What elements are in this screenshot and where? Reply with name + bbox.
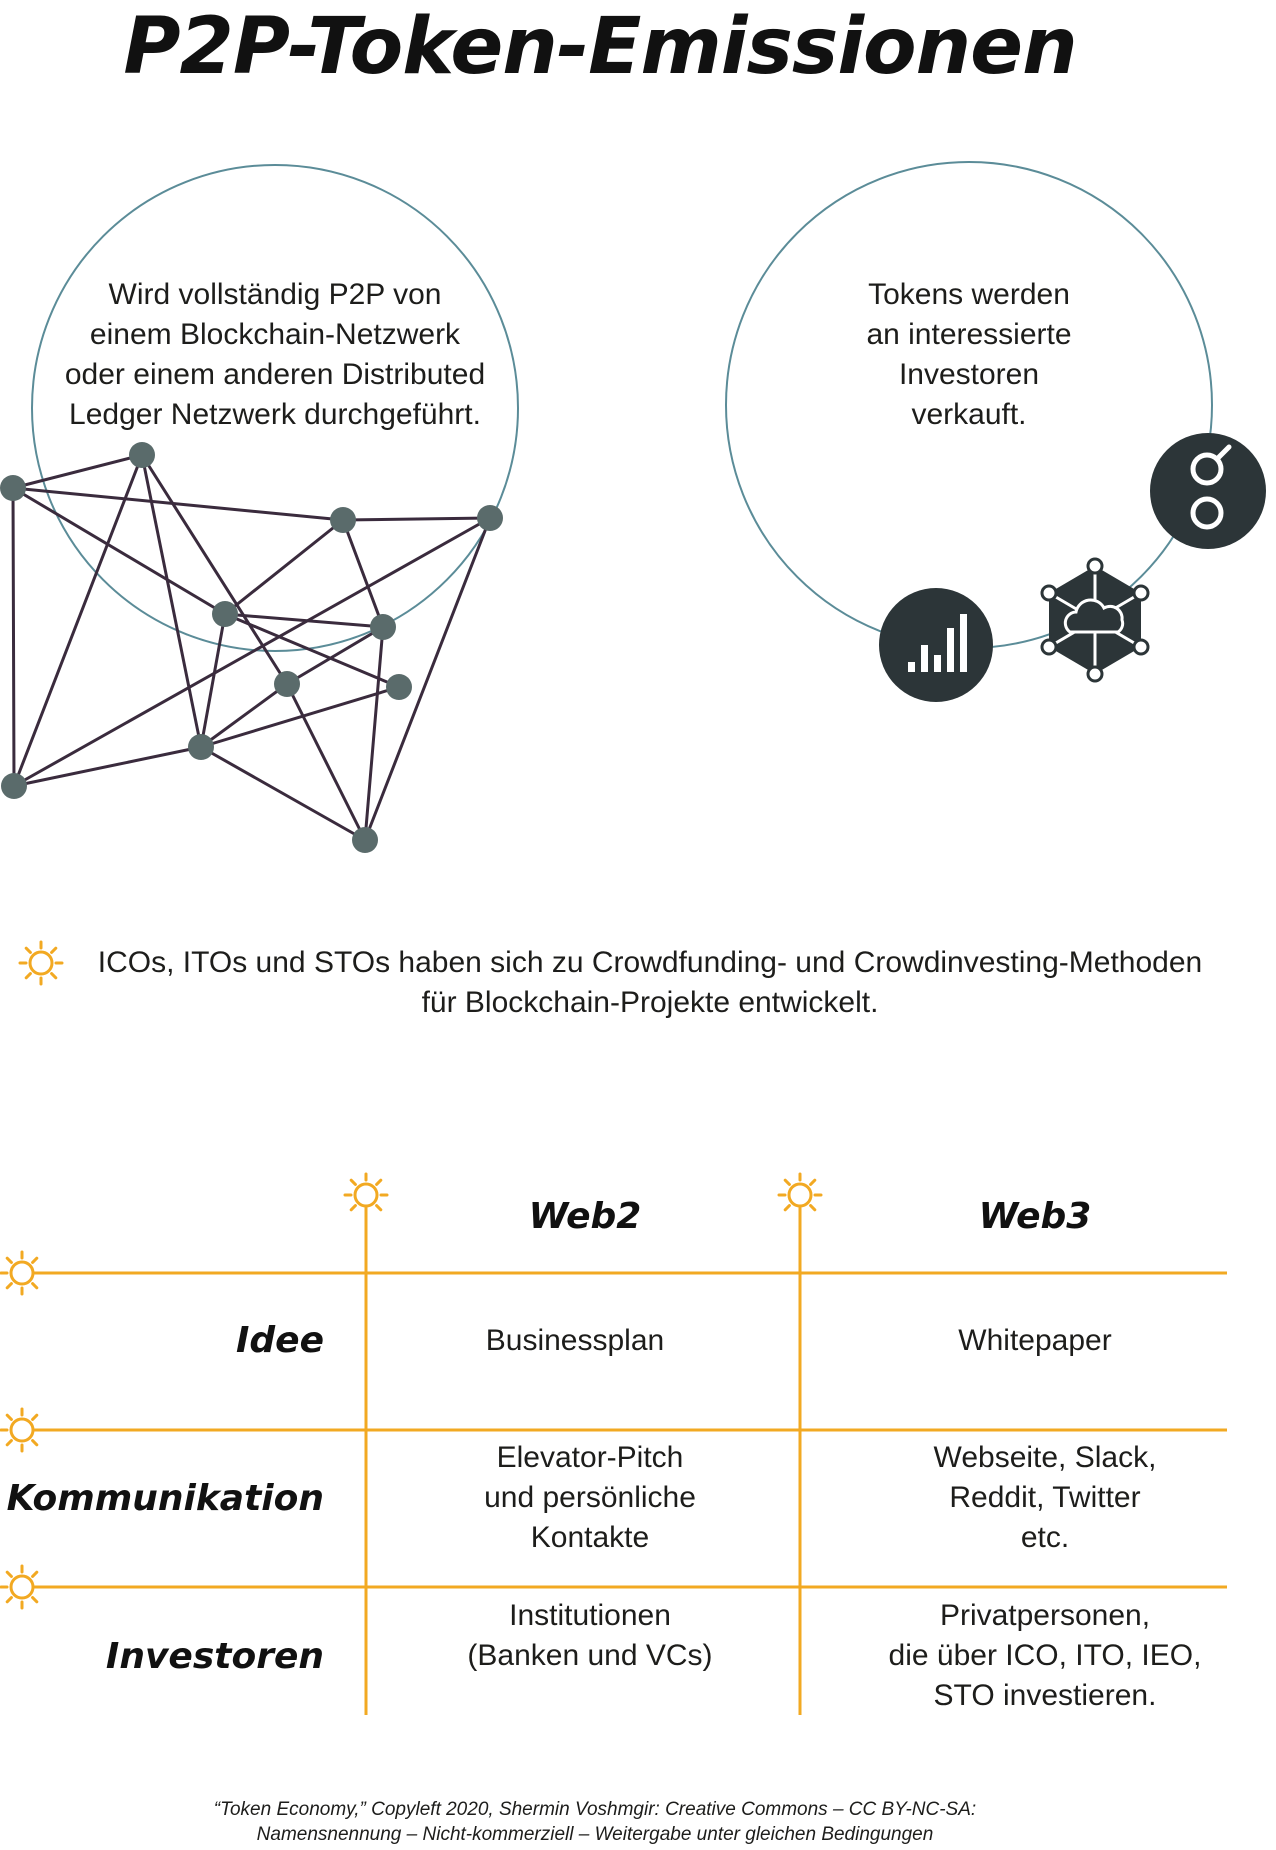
right-circle-line: verkauft. [911, 398, 1027, 431]
left-circle [31, 164, 519, 652]
sun-icon [777, 1172, 823, 1218]
network-edges [11, 453, 492, 842]
left-circle-text: Wird vollständig P2P von einem Blockchai… [40, 275, 510, 435]
cell-line: STO investieren. [933, 1679, 1157, 1712]
network-node [477, 505, 503, 531]
cell-investoren-web3: Privatpersonen, die über ICO, ITO, IEO, … [855, 1596, 1235, 1716]
cell-line: die über ICO, ITO, IEO, [888, 1639, 1202, 1672]
network-node [370, 614, 396, 640]
left-circle-line: einem Blockchain-Netzwerk [89, 318, 461, 351]
note-line: ICOs, ITOs und STOs haben sich zu Crowdf… [97, 946, 1203, 979]
page-title: P2P-Token-Emissionen [123, 2, 1077, 92]
token-sale-diagram [725, 161, 1266, 702]
credit-line: “Token Economy,” Copyleft 2020, Shermin … [213, 1799, 977, 1820]
row-label-idee: Idee [236, 1320, 324, 1361]
right-circle-line: an interessierte [866, 318, 1072, 351]
credit-line: Namensnennung – Nicht-kommerziell – Weit… [256, 1824, 934, 1845]
row-label-kommunikation: Kommunikation [6, 1478, 324, 1519]
bar-chart-icon [879, 588, 993, 702]
cell-line: Institutionen [509, 1599, 671, 1632]
right-circle-line: Investoren [898, 358, 1040, 391]
network-node [0, 475, 26, 501]
cloud-network-icon [1040, 557, 1150, 683]
right-circle-text: Tokens werden an interessierte Investore… [819, 275, 1119, 435]
cell-line: Businessplan [485, 1324, 665, 1357]
cell-line: Kontakte [530, 1521, 650, 1554]
note-text: ICOs, ITOs und STOs haben sich zu Crowdf… [60, 943, 1240, 1023]
cell-line: Reddit, Twitter [949, 1481, 1141, 1514]
network-node [352, 827, 378, 853]
cell-line: Privatpersonen, [939, 1599, 1151, 1632]
sun-icon [343, 1172, 389, 1218]
row-label-investoren: Investoren [105, 1636, 324, 1677]
sun-icon [0, 1564, 45, 1610]
cell-line: Elevator-Pitch [496, 1441, 684, 1474]
network-node [212, 601, 238, 627]
sun-icon [0, 1407, 45, 1453]
network-node [274, 671, 300, 697]
sun-icon [0, 1250, 45, 1296]
note-line: für Blockchain-Projekte entwickelt. [421, 986, 879, 1019]
right-circle-line: Tokens werden [868, 278, 1070, 311]
sun-icon [18, 940, 64, 986]
golem-token-icon [1150, 433, 1266, 549]
cell-line: und persönliche [484, 1481, 696, 1514]
network-node [330, 507, 356, 533]
network-node [1, 773, 27, 799]
cell-idee-web2: Businessplan [420, 1321, 730, 1361]
network-node [188, 734, 214, 760]
network-diagram [0, 164, 519, 853]
cell-line: etc. [1020, 1521, 1070, 1554]
network-node [386, 674, 412, 700]
cell-line: (Banken und VCs) [467, 1639, 713, 1672]
cell-idee-web3: Whitepaper [870, 1321, 1200, 1361]
network-nodes [0, 442, 503, 853]
left-circle-line: oder einem anderen Distributed [64, 358, 486, 391]
cell-kommunikation-web3: Webseite, Slack, Reddit, Twitter etc. [880, 1438, 1210, 1558]
comparison-grid [0, 1172, 1227, 1715]
cell-line: Whitepaper [958, 1324, 1112, 1357]
left-circle-line: Wird vollständig P2P von [108, 278, 442, 311]
left-circle-line: Ledger Netzwerk durchgeführt. [69, 398, 481, 431]
cell-line: Webseite, Slack, [933, 1441, 1157, 1474]
network-node [129, 442, 155, 468]
cell-investoren-web2: Institutionen (Banken und VCs) [440, 1596, 740, 1676]
cell-kommunikation-web2: Elevator-Pitch und persönliche Kontakte [440, 1438, 740, 1558]
column-header-web3: Web3 [978, 1196, 1092, 1237]
column-header-web2: Web2 [528, 1196, 642, 1237]
credit-text: “Token Economy,” Copyleft 2020, Shermin … [0, 1797, 1190, 1847]
